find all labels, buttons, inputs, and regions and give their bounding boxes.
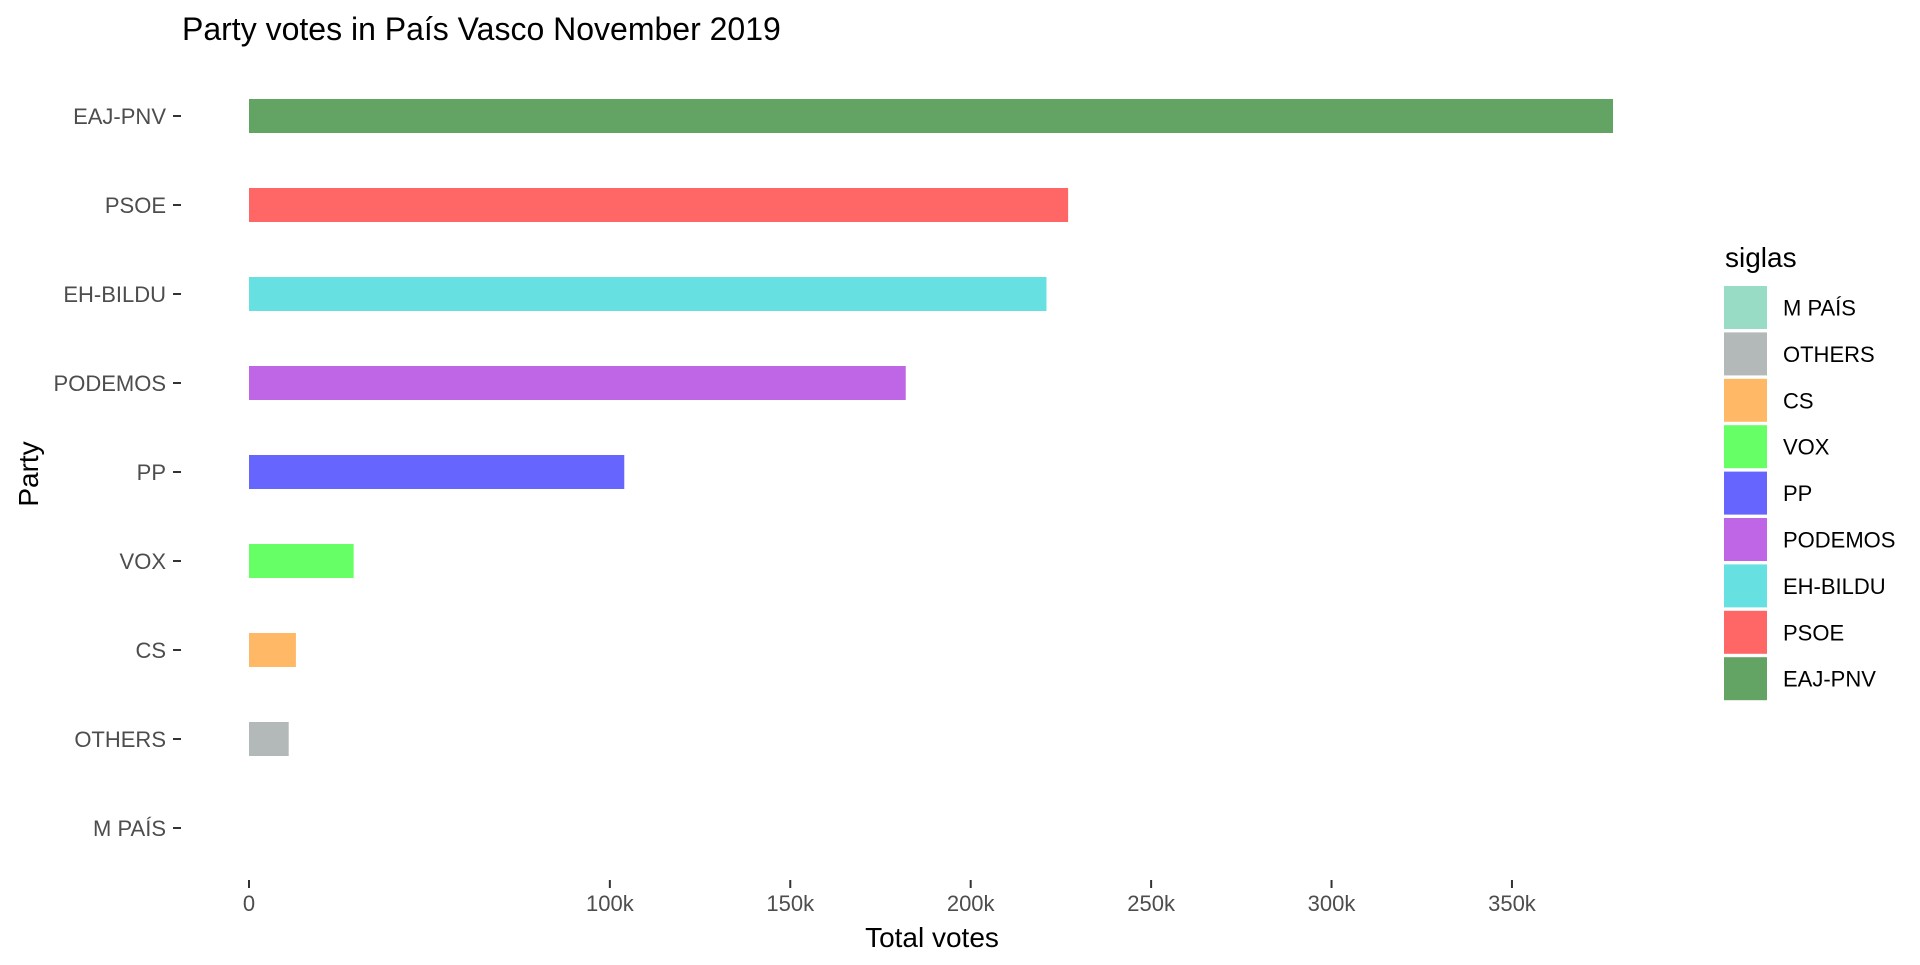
legend-title: siglas bbox=[1725, 242, 1797, 273]
legend: siglas M PAÍS OTHERS CS VOX PP PODEMOS EH-BILD… bbox=[1724, 242, 1895, 701]
legend-label: OTHERS bbox=[1783, 342, 1875, 367]
y-tick-label: M PAÍS bbox=[93, 816, 166, 841]
y-tick-label: PSOE bbox=[105, 193, 166, 218]
legend-key bbox=[1724, 425, 1767, 469]
bar-vox bbox=[249, 544, 354, 578]
legend-label: PSOE bbox=[1783, 620, 1844, 645]
bars-layer bbox=[249, 99, 1613, 756]
legend-label: CS bbox=[1783, 388, 1814, 413]
legend-key bbox=[1724, 471, 1767, 515]
legend-label: EAJ-PNV bbox=[1783, 667, 1876, 692]
legend-key bbox=[1724, 518, 1767, 561]
legend-key bbox=[1724, 332, 1767, 376]
legend-label: PODEMOS bbox=[1783, 528, 1895, 553]
x-axis: 0 100k 150k 200k 250k 300k 350k bbox=[243, 880, 1537, 916]
bar-cs bbox=[249, 633, 296, 667]
legend-key bbox=[1724, 564, 1767, 608]
y-axis-title: Party bbox=[13, 441, 44, 506]
legend-key bbox=[1724, 286, 1767, 329]
y-tick-label: PODEMOS bbox=[54, 371, 166, 396]
x-tick-label: 150k bbox=[766, 891, 815, 916]
bar-eaj-pnv bbox=[249, 99, 1613, 133]
x-tick-label: 100k bbox=[586, 891, 635, 916]
legend-key bbox=[1724, 378, 1767, 422]
legend-key bbox=[1724, 657, 1767, 701]
legend-label: VOX bbox=[1783, 435, 1830, 460]
x-tick-label: 200k bbox=[947, 891, 996, 916]
x-axis-title: Total votes bbox=[865, 922, 999, 953]
x-tick-label: 350k bbox=[1488, 891, 1537, 916]
legend-label: EH-BILDU bbox=[1783, 574, 1886, 599]
legend-key bbox=[1724, 610, 1767, 654]
legend-label: M PAÍS bbox=[1783, 296, 1856, 321]
legend-items: M PAÍS OTHERS CS VOX PP PODEMOS EH-BILDU PSOE EA… bbox=[1724, 286, 1895, 701]
x-tick-label: 0 bbox=[243, 891, 255, 916]
bar-pp bbox=[249, 455, 625, 489]
x-tick-label: 300k bbox=[1308, 891, 1357, 916]
y-tick-label: VOX bbox=[120, 549, 167, 574]
y-tick-label: PP bbox=[137, 460, 166, 485]
bar-others bbox=[249, 722, 289, 756]
chart-title: Party votes in País Vasco November 2019 bbox=[182, 11, 781, 47]
x-tick-label: 250k bbox=[1127, 891, 1176, 916]
y-tick-label: EH-BILDU bbox=[63, 282, 166, 307]
bar-eh-bildu bbox=[249, 277, 1047, 311]
y-axis: EAJ-PNV PSOE EH-BILDU PODEMOS PP VOX CS OTHERS M… bbox=[54, 104, 181, 841]
y-tick-label: OTHERS bbox=[74, 727, 166, 752]
bar-podemos bbox=[249, 366, 906, 400]
bar-psoe bbox=[249, 188, 1069, 222]
y-tick-label: CS bbox=[135, 638, 166, 663]
legend-label: PP bbox=[1783, 481, 1812, 506]
y-tick-label: EAJ-PNV bbox=[73, 104, 166, 129]
